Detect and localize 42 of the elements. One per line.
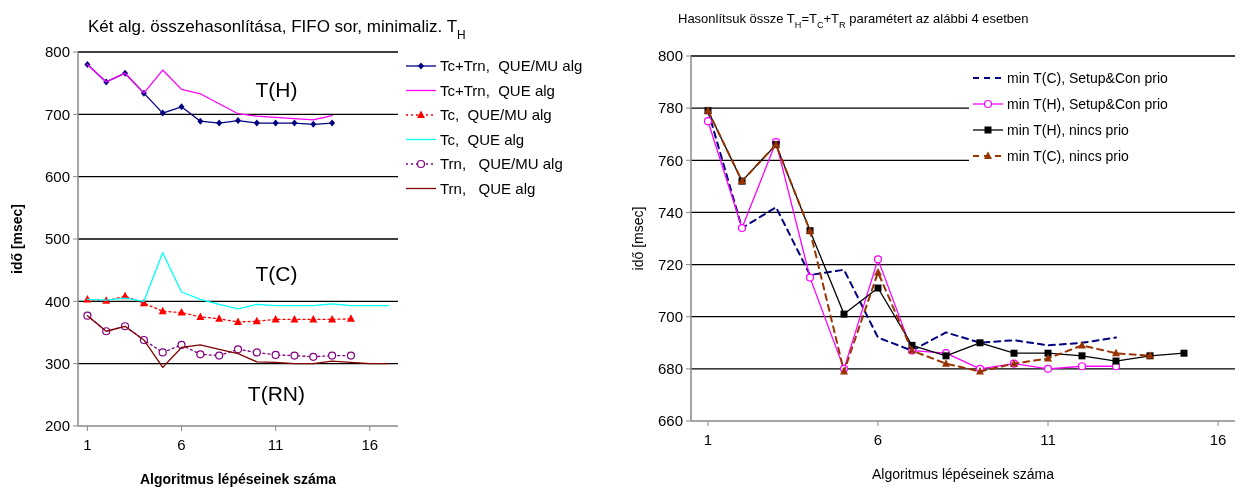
- y-tick-label: 720: [657, 255, 683, 273]
- y-tick-label: 400: [44, 292, 70, 310]
- chart-title: Két alg. összehasonlítása, FIFO sor, minimaliz. T$_{H}$: [88, 17, 466, 42]
- x-axis-title: Algoritmus lépéseinek száma: [871, 466, 1055, 482]
- legend-label: Tc, QUE alg: [440, 130, 525, 148]
- y-tick-label: 800: [44, 43, 70, 61]
- x-tick-label: 6: [177, 436, 186, 453]
- x-tick-label: 11: [1040, 431, 1056, 448]
- x-tick-label: 11: [267, 436, 284, 453]
- y-tick-label: 760: [657, 151, 683, 169]
- y-tick-label: 500: [44, 230, 70, 248]
- y-tick-label: 600: [44, 167, 70, 185]
- legend-label: min T(H), nincs prio: [1007, 121, 1130, 138]
- x-tick-label: 6: [873, 431, 883, 448]
- y-axis-title: idő [msec]: [9, 203, 25, 275]
- y-tick-label: 700: [44, 105, 70, 123]
- legend-label: min T(C), Setup&Con prio: [1007, 69, 1169, 86]
- annotation: T(RN): [247, 382, 305, 406]
- x-axis-title: Algoritmus lépéseinek száma: [139, 471, 337, 487]
- legend-label: Tc, QUE/MU alg: [440, 106, 552, 124]
- annotation: T(C): [255, 262, 298, 286]
- x-tick-label: 16: [1209, 431, 1227, 448]
- y-tick-label: 700: [657, 307, 683, 325]
- legend-label: min T(C), nincs prio: [1007, 147, 1130, 164]
- y-axis-title: idő [msec]: [630, 206, 646, 271]
- y-tick-label: 660: [657, 412, 683, 430]
- y-tick-label: 780: [657, 99, 683, 117]
- x-tick-label: 16: [361, 436, 379, 453]
- y-tick-label: 680: [657, 360, 683, 378]
- y-tick-label: 200: [44, 417, 70, 435]
- legend-label: Tc+Trn, QUE alg: [440, 81, 555, 99]
- x-tick-label: 1: [703, 431, 713, 448]
- legend-label: Trn, QUE alg: [440, 179, 536, 197]
- legend-label: min T(H), Setup&Con prio: [1007, 95, 1169, 112]
- y-tick-label: 800: [657, 47, 683, 65]
- annotation: T(H): [255, 78, 298, 102]
- legend-label: Tc+Trn, QUE/MU alg: [440, 57, 583, 75]
- chart-title: Hasonlítsuk össze T$_{H}$=T$_{C}$+T$_{R}$ paramétert az alábbi 4 esetben: [678, 11, 1029, 30]
- y-tick-label: 300: [44, 354, 70, 372]
- legend-label: Trn, QUE/MU alg: [440, 155, 563, 173]
- y-tick-label: 740: [657, 203, 683, 221]
- x-tick-label: 1: [83, 436, 92, 453]
